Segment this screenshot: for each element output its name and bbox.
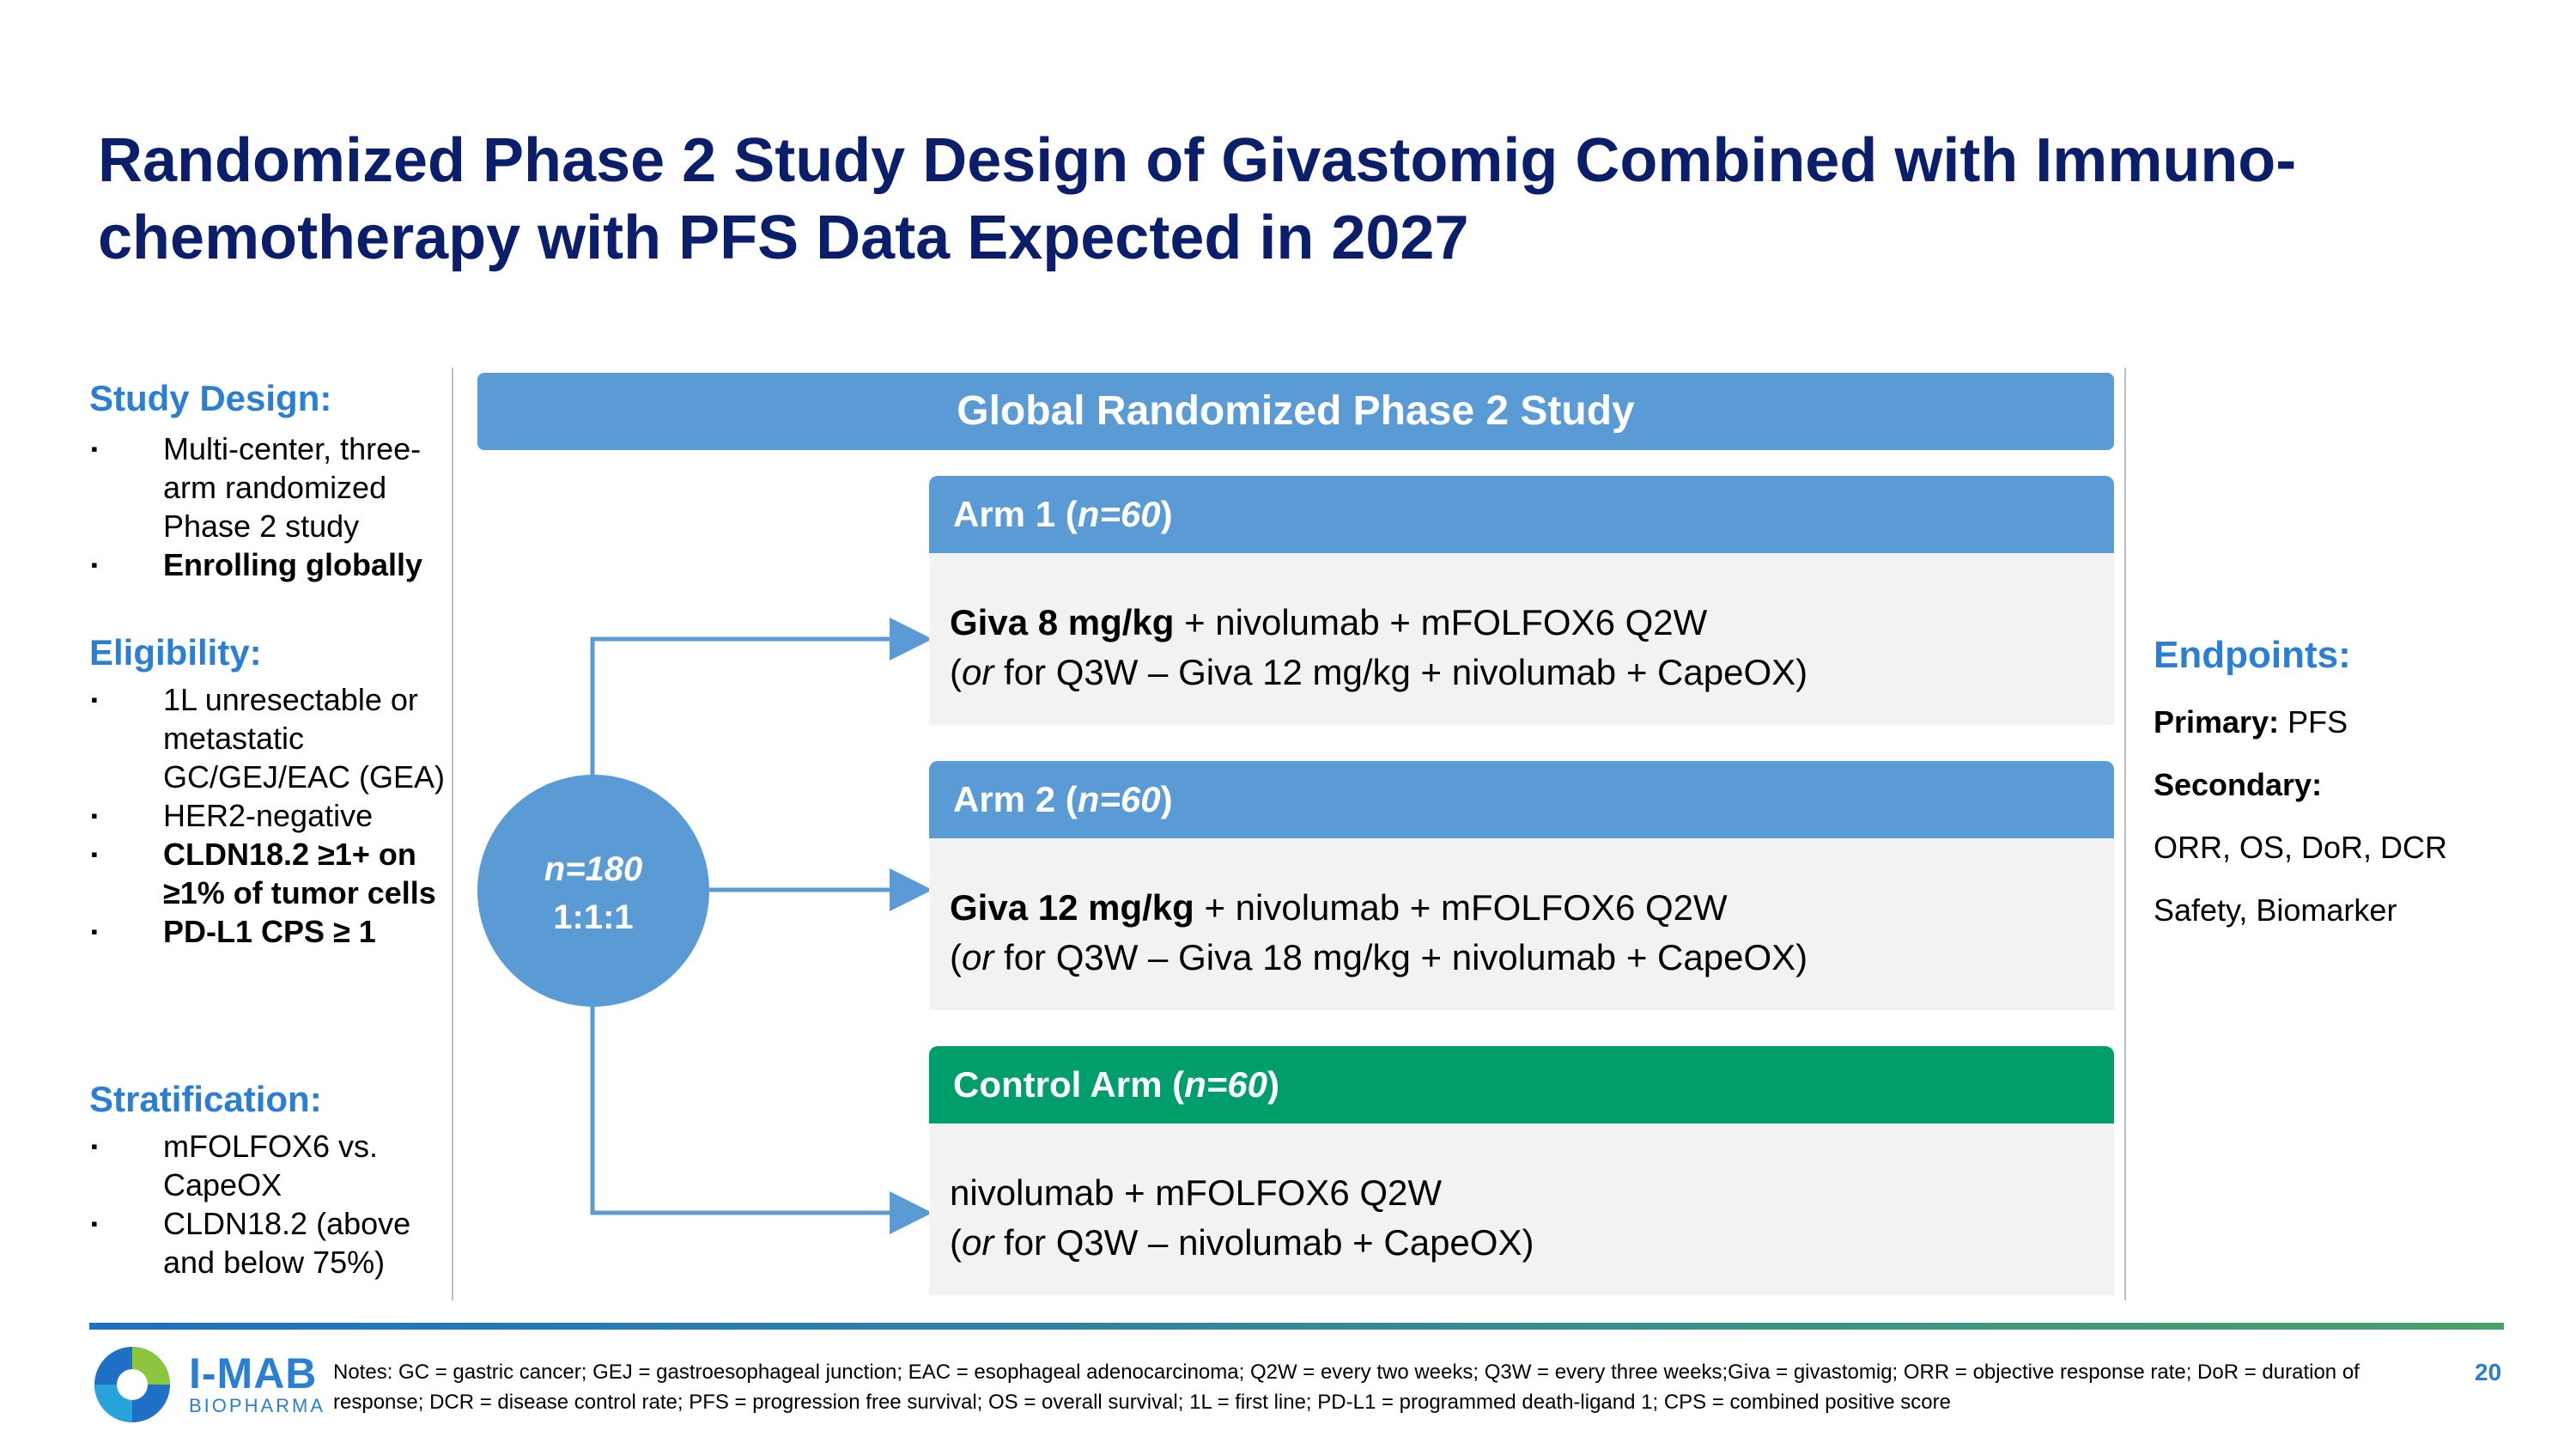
list-item: ▪ mFOLFOX6 vs. CapeOX	[91, 1129, 379, 1202]
randomization-ratio: 1:1:1	[553, 898, 634, 936]
study-design-heading: Study Design:	[89, 378, 332, 418]
arm-1-regimen: Giva 8 mg/kg + nivolumab + mFOLFOX6 Q2W	[950, 602, 1708, 642]
bullet-icon: ▪	[91, 843, 98, 865]
arm-1-body: Giva 8 mg/kg + nivolumab + mFOLFOX6 Q2W …	[929, 553, 2114, 725]
arm-1-header: Arm 1 (n=60)	[929, 476, 2114, 553]
randomization-circle: n=180 1:1:1	[477, 775, 709, 1007]
arm-2-header: Arm 2 (n=60)	[929, 761, 2114, 838]
bullet-icon: ▪	[91, 921, 98, 942]
list-item: ▪ Multi-center, three-arm randomized Phas…	[91, 431, 422, 544]
footnotes: Notes: GC = gastric cancer; GEJ = gastro…	[333, 1361, 2360, 1414]
study-banner: Global Randomized Phase 2 Study	[477, 373, 2114, 450]
arm-2-regimen: Giva 12 mg/kg + nivolumab + mFOLFOX6 Q2W	[950, 887, 1728, 928]
list-item: ▪ HER2-negative	[91, 798, 374, 833]
bullet-icon: ▪	[91, 438, 98, 460]
left-divider	[452, 368, 453, 1300]
arm-1-alternative: (or for Q3W – Giva 12 mg/kg + nivolumab …	[950, 652, 1808, 692]
page-number: 20	[2475, 1359, 2502, 1385]
bullet-icon: ▪	[91, 689, 98, 710]
control-arm-header: Control Arm (n=60)	[929, 1046, 2114, 1123]
secondary-endpoint-label: Secondary:	[2154, 767, 2323, 802]
footer-rule	[89, 1323, 2504, 1330]
page-title: Randomized Phase 2 Study Design of Givas…	[98, 126, 2297, 272]
right-divider	[2124, 368, 2126, 1300]
bullet-icon: ▪	[91, 554, 98, 575]
brand-subtitle: BIOPHARMA	[189, 1395, 326, 1416]
control-arm-regimen: nivolumab + mFOLFOX6 Q2W	[950, 1172, 1443, 1213]
bullet-icon: ▪	[91, 1135, 98, 1157]
randomization-n: n=180	[544, 850, 643, 888]
arm-2-body: Giva 12 mg/kg + nivolumab + mFOLFOX6 Q2W…	[929, 838, 2114, 1010]
bullet-icon: ▪	[91, 1213, 98, 1234]
secondary-endpoint-item: Safety, Biomarker	[2154, 892, 2397, 928]
arm-2-alternative: (or for Q3W – Giva 18 mg/kg + nivolumab …	[950, 937, 1808, 977]
eligibility-heading: Eligibility:	[89, 632, 262, 673]
list-item: ▪ PD-L1 CPS ≥ 1	[91, 914, 376, 949]
stratification-list: ▪ mFOLFOX6 vs. CapeOX ▪ CLDN18.2 (above an…	[89, 1127, 450, 1282]
brand-name: I-MAB	[189, 1349, 318, 1397]
imab-logo-icon	[94, 1347, 170, 1422]
list-item: ▪ CLDN18.2 ≥1+ on ≥1% of tumor cells	[91, 837, 436, 910]
list-item: ▪ 1L unresectable or metastatic GC/GEJ/EA…	[91, 682, 446, 795]
control-arm-alternative: (or for Q3W – nivolumab + CapeOX)	[950, 1222, 1534, 1263]
list-item: ▪ CLDN18.2 (above and below 75%)	[91, 1206, 411, 1280]
bullet-icon: ▪	[91, 805, 98, 826]
primary-endpoint: Primary: PFS	[2154, 704, 2348, 740]
endpoints-heading: Endpoints:	[2154, 634, 2351, 676]
connector-arm-1	[590, 618, 933, 778]
stratification-heading: Stratification:	[89, 1079, 322, 1119]
secondary-endpoint-item: ORR, OS, DoR, DCR	[2154, 830, 2448, 865]
study-design-list: ▪ Multi-center, three-arm randomized Phas…	[89, 429, 450, 584]
list-item: ▪ Enrolling globally	[91, 547, 423, 582]
connector-control-arm	[590, 1003, 933, 1234]
eligibility-list: ▪ 1L unresectable or metastatic GC/GEJ/EA…	[89, 680, 450, 951]
control-arm-body: nivolumab + mFOLFOX6 Q2W (or for Q3W – n…	[929, 1123, 2114, 1295]
